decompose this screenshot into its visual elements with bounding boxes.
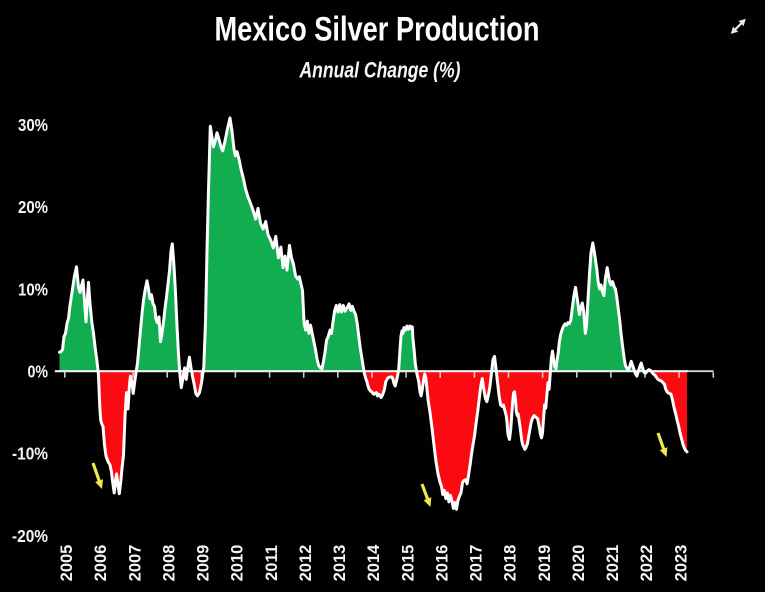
svg-text:2009: 2009 [195,545,213,582]
svg-text:2022: 2022 [638,545,656,582]
svg-text:Mexico Silver Production: Mexico Silver Production [215,11,540,49]
svg-text:2008: 2008 [160,545,178,582]
svg-text:2014: 2014 [365,544,383,582]
svg-text:2023: 2023 [672,545,690,582]
svg-text:10%: 10% [18,279,48,299]
svg-text:-20%: -20% [12,526,48,546]
svg-text:2015: 2015 [399,545,417,582]
svg-text:0%: 0% [28,362,49,382]
svg-text:30%: 30% [18,115,48,135]
svg-text:2007: 2007 [126,545,144,582]
svg-text:2017: 2017 [468,545,486,582]
svg-text:2020: 2020 [570,545,588,582]
svg-text:2005: 2005 [58,545,76,582]
svg-text:2006: 2006 [92,545,110,582]
svg-text:2021: 2021 [604,545,622,582]
svg-text:2016: 2016 [433,545,451,582]
svg-text:2013: 2013 [331,545,349,582]
svg-text:2018: 2018 [502,545,520,582]
svg-text:2010: 2010 [229,545,247,582]
svg-text:Annual Change (%): Annual Change (%) [299,58,461,83]
svg-text:2019: 2019 [536,545,554,582]
svg-text:2012: 2012 [297,545,315,582]
svg-text:-10%: -10% [12,444,48,464]
svg-text:2011: 2011 [263,545,281,581]
svg-text:20%: 20% [18,197,48,217]
